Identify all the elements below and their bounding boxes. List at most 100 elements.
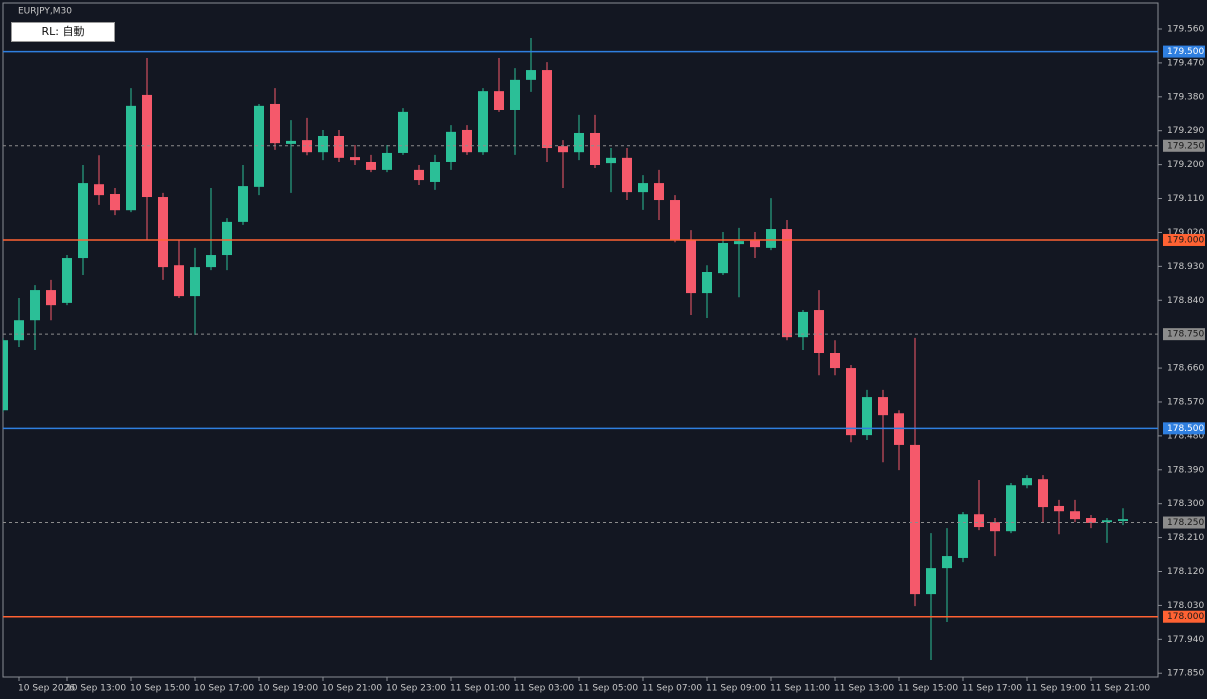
candle-body <box>30 290 40 321</box>
y-tick-label: 179.200 <box>1167 160 1204 170</box>
candle-body <box>206 255 216 268</box>
x-tick-label: 11 Sep 07:00 <box>642 684 702 694</box>
candle-body <box>622 157 632 193</box>
rl-button[interactable]: RL: 自動 <box>11 22 115 42</box>
level-label: 178.500 <box>1167 424 1204 434</box>
candle-body <box>238 186 248 222</box>
x-tick-label: 11 Sep 17:00 <box>962 684 1022 694</box>
candle-body <box>318 135 328 153</box>
y-tick-label: 178.030 <box>1167 601 1204 611</box>
x-tick-label: 10 Sep 23:00 <box>386 684 446 694</box>
candle-body <box>158 197 168 268</box>
candle-body <box>526 70 536 80</box>
level-label-box <box>1163 139 1205 152</box>
y-tick-label: 178.480 <box>1167 431 1204 441</box>
level-label-box <box>1163 328 1205 341</box>
candle-body <box>574 132 584 153</box>
candle-body <box>350 157 360 161</box>
x-tick-label: 11 Sep 01:00 <box>450 684 510 694</box>
candle-body <box>366 161 376 170</box>
level-label: 178.000 <box>1167 612 1204 622</box>
candle-body <box>462 129 472 153</box>
candle-body <box>750 239 760 248</box>
level-label-box <box>1163 233 1205 246</box>
candle-body <box>638 183 648 193</box>
candle-body <box>718 242 728 274</box>
symbol-label: EURJPY,M30 <box>18 7 72 17</box>
candle-body <box>430 161 440 182</box>
x-tick-label: 10 Sep 21:00 <box>322 684 382 694</box>
x-tick-label: 11 Sep 13:00 <box>834 684 894 694</box>
plot-area <box>3 38 1128 661</box>
candle-body <box>94 184 104 196</box>
candle-body <box>14 320 24 341</box>
y-tick-label: 177.940 <box>1167 635 1204 645</box>
candle-body <box>1086 518 1096 523</box>
x-tick-label: 10 Sep 13:00 <box>66 684 126 694</box>
candle-body <box>302 140 312 153</box>
candle-body <box>478 91 488 153</box>
candle-body <box>846 368 856 436</box>
level-label: 178.250 <box>1167 518 1204 528</box>
candle-body <box>830 352 840 369</box>
candle-body <box>606 157 616 164</box>
level-label: 179.500 <box>1167 47 1204 57</box>
candle-body <box>942 556 952 569</box>
y-tick-label: 177.850 <box>1167 669 1204 679</box>
candle-body <box>878 397 888 416</box>
candle-body <box>494 91 504 110</box>
candle-body <box>510 79 520 110</box>
x-tick-label: 11 Sep 03:00 <box>514 684 574 694</box>
candle-body <box>446 131 456 162</box>
y-tick-label: 178.660 <box>1167 364 1204 374</box>
level-label: 179.000 <box>1167 235 1204 245</box>
y-tick-label: 178.300 <box>1167 499 1204 509</box>
candle-body <box>894 413 904 445</box>
y-tick-label: 179.020 <box>1167 228 1204 238</box>
candle-body <box>1006 485 1016 532</box>
candle-body <box>782 229 792 338</box>
candle-body <box>1118 519 1128 522</box>
candle-body <box>862 397 872 436</box>
x-tick-label: 10 Sep 15:00 <box>130 684 190 694</box>
candle-body <box>1054 505 1064 512</box>
y-tick-label: 178.840 <box>1167 296 1204 306</box>
candle-body <box>1070 511 1080 520</box>
candle-body <box>126 105 136 211</box>
y-tick-label: 179.560 <box>1167 24 1204 34</box>
x-tick-label: 11 Sep 15:00 <box>898 684 958 694</box>
candle-body <box>654 183 664 201</box>
y-tick-label: 179.380 <box>1167 92 1204 102</box>
candle-body <box>1102 520 1112 523</box>
candle-body <box>286 140 296 144</box>
level-label: 179.250 <box>1167 141 1204 151</box>
x-tick-label: 11 Sep 09:00 <box>706 684 766 694</box>
candle-body <box>558 146 568 153</box>
candle-body <box>926 568 936 595</box>
x-tick-label: 10 Sep 17:00 <box>194 684 254 694</box>
candle-body <box>542 70 552 149</box>
y-tick-label: 178.570 <box>1167 397 1204 407</box>
candle-body <box>686 239 696 294</box>
candle-body <box>766 229 776 248</box>
candle-body <box>734 241 744 245</box>
candle-body <box>254 105 264 187</box>
candle-body <box>334 135 344 158</box>
candle-body <box>78 183 88 259</box>
level-label-box <box>1163 422 1205 435</box>
candle-body <box>414 169 424 181</box>
level-label-box <box>1163 516 1205 529</box>
x-tick-label: 10 Sep 2026 <box>18 684 75 694</box>
y-tick-label: 178.390 <box>1167 465 1204 475</box>
candle-body <box>190 267 200 297</box>
candle-body <box>382 152 392 170</box>
candle-body <box>814 310 824 353</box>
level-label-box <box>1163 610 1205 623</box>
plot-frame <box>2 2 1159 678</box>
x-tick-label: 10 Sep 19:00 <box>258 684 318 694</box>
candle-body <box>670 200 680 240</box>
candle-body <box>3 340 8 411</box>
candle-body <box>590 132 600 166</box>
